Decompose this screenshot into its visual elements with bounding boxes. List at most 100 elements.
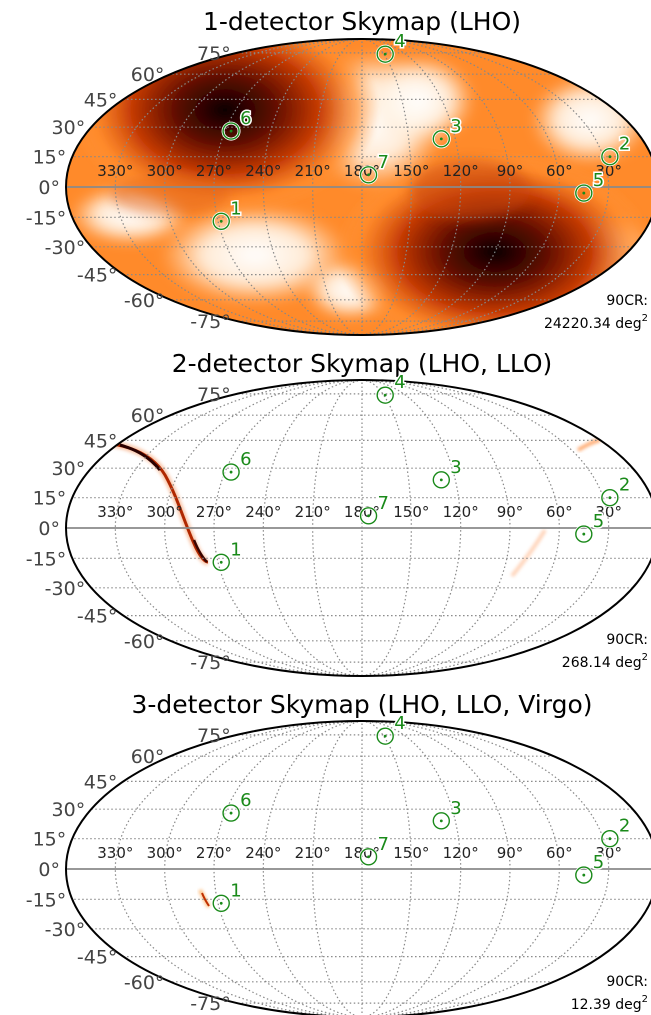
source-label: 5 <box>593 170 604 191</box>
lat-tick-label: 0° <box>38 177 60 199</box>
lat-tick-label: 75° <box>197 725 231 747</box>
lon-tick-label: 150° <box>393 503 429 521</box>
source-marker-6: 6 <box>221 107 253 141</box>
lon-tick-label: 150° <box>393 162 429 180</box>
source-label: 1 <box>230 198 241 219</box>
lon-tick-label: 120° <box>443 162 479 180</box>
panel-2-area-value: 268.14 deg2 <box>562 652 648 671</box>
source-marker-6: 6 <box>221 789 253 823</box>
panel-1-title: 1-detector Skymap (LHO) <box>203 7 521 36</box>
panel-3-lat-ticks: -75° -60° -45° -30° -15° 0° 15° 30° 45° 60° 75° <box>26 725 231 1015</box>
source-marker-5: 5 <box>574 510 606 544</box>
source-marker-1: 1 <box>211 538 243 572</box>
source-marker-5: 5 <box>574 851 606 885</box>
lon-tick-label: 300° <box>147 503 183 521</box>
lon-tick-label: 120° <box>443 503 479 521</box>
source-label: 4 <box>394 372 405 393</box>
meridian-line <box>361 38 610 336</box>
source-label: 7 <box>378 834 389 855</box>
lon-tick-label: 210° <box>295 162 331 180</box>
lon-tick-label: 60° <box>546 503 573 521</box>
source-label: 1 <box>230 880 241 901</box>
panel-2-sources: 1 4 6 3 7 25 <box>211 371 632 572</box>
lon-tick-label: 90° <box>497 162 524 180</box>
panel-1-graticule <box>65 38 651 336</box>
lon-tick-label: 210° <box>295 844 331 862</box>
meridian-line <box>361 720 610 1015</box>
panel-3-area-label: 90CR: <box>606 974 648 990</box>
lon-tick-label: 330° <box>97 844 133 862</box>
lat-tick-label: 60° <box>131 405 165 427</box>
lat-tick-label: 30° <box>52 799 86 821</box>
lat-tick-label: 0° <box>38 859 60 881</box>
lon-tick-label: 30° <box>595 844 622 862</box>
lat-tick-label: -15° <box>26 889 67 911</box>
lon-tick-label: 30° <box>595 503 622 521</box>
source-label: 2 <box>619 134 630 155</box>
meridian-line <box>114 720 363 1015</box>
lat-tick-label: -75° <box>190 993 231 1015</box>
source-label: 7 <box>378 152 389 173</box>
panel-3-sources: 1 4 6 3 7 25 <box>211 712 632 913</box>
source-label: 6 <box>240 449 251 470</box>
panel-3-title: 3-detector Skymap (LHO, LLO, Virgo) <box>131 690 592 719</box>
lon-tick-label: 330° <box>97 503 133 521</box>
panel-3-lon-ticks: 330° 300° 270° 240° 210° 180° 150° 120° 90° 60° 30… <box>97 844 622 862</box>
source-label: 5 <box>593 511 604 532</box>
lat-tick-label: -30° <box>45 578 86 600</box>
lat-tick-label: -45° <box>77 947 118 969</box>
panel-1-lon-ticks: 330° 300° 270° 240° 210° 180° 150° 120° 90° 60° 30… <box>97 162 622 180</box>
lat-tick-label: -15° <box>26 548 67 570</box>
panel-2-area-label: 90CR: <box>606 632 648 648</box>
lat-tick-label: 30° <box>52 458 86 480</box>
lon-tick-label: 150° <box>393 844 429 862</box>
source-label: 2 <box>619 475 630 496</box>
source-marker-4: 4 <box>375 30 407 64</box>
source-marker-4: 4 <box>375 712 407 746</box>
skymap-panel-2: 2-detector Skymap (LHO, LLO) 330° 300° 270… <box>26 349 651 677</box>
skymap-panel-1: 1-detector Skymap (LHO) 330° 300° 270° 240°… <box>26 7 651 336</box>
source-label: 4 <box>394 31 405 52</box>
source-marker-7: 7 <box>359 832 391 867</box>
lat-tick-label: -60° <box>124 290 165 312</box>
lon-tick-label: 120° <box>443 844 479 862</box>
lat-tick-label: 15° <box>33 829 67 851</box>
source-marker-2: 2 <box>600 814 632 849</box>
source-marker-1: 1 <box>211 197 243 231</box>
lat-tick-label: 0° <box>38 518 60 540</box>
source-marker-1: 1 <box>211 879 243 913</box>
source-marker-3: 3 <box>431 796 463 831</box>
lat-tick-label: 45° <box>84 771 118 793</box>
lon-tick-label: 270° <box>196 503 232 521</box>
panel-2-sky-boundary <box>65 379 651 677</box>
lon-tick-label: 90° <box>497 503 524 521</box>
lat-tick-label: -60° <box>124 631 165 653</box>
source-marker-6: 6 <box>221 448 253 482</box>
panel-1-area-label: 90CR: <box>606 293 648 309</box>
lon-tick-label: 60° <box>546 162 573 180</box>
lat-tick-label: 30° <box>52 117 86 139</box>
panel-3-sky-boundary <box>65 720 651 1015</box>
lat-tick-label: -45° <box>77 606 118 628</box>
lat-tick-label: 75° <box>197 43 231 65</box>
lon-tick-label: 60° <box>546 844 573 862</box>
lon-tick-label: 270° <box>196 844 232 862</box>
source-label: 1 <box>230 539 241 560</box>
meridian-line <box>361 379 610 677</box>
panel-3-area-value: 12.39 deg2 <box>571 994 648 1013</box>
source-marker-2: 2 <box>600 473 632 508</box>
lon-tick-label: 240° <box>245 844 281 862</box>
panel-1-lat-ticks: -75° -60° -45° -30° -15° 0° 15° 30° 45° 60° 75° <box>26 43 231 333</box>
lon-tick-label: 270° <box>196 162 232 180</box>
source-label: 6 <box>240 790 251 811</box>
lat-tick-label: 15° <box>33 147 67 169</box>
source-label: 3 <box>450 457 461 478</box>
panel-2-title: 2-detector Skymap (LHO, LLO) <box>172 349 553 378</box>
lat-tick-label: -60° <box>124 972 165 994</box>
source-label: 3 <box>450 116 461 137</box>
lat-tick-label: -30° <box>45 919 86 941</box>
source-label: 3 <box>450 798 461 819</box>
panel-1-sources: 1 4 6 3 7 25 <box>211 30 632 231</box>
source-marker-5: 5 <box>574 169 606 203</box>
lat-tick-label: 60° <box>131 64 165 86</box>
